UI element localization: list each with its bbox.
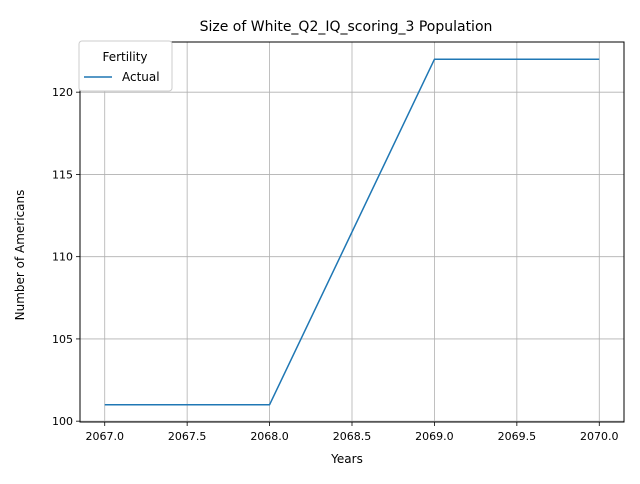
y-axis-ticks: 100 105 110 115 120 xyxy=(52,86,80,428)
x-tick-label: 2068.5 xyxy=(333,430,372,443)
y-tick-label: 115 xyxy=(52,168,73,181)
y-tick-label: 110 xyxy=(52,251,73,264)
x-axis-label: Years xyxy=(330,452,363,466)
legend-title: Fertility xyxy=(102,50,147,64)
y-tick-label: 100 xyxy=(52,415,73,428)
y-axis-label: Number of Americans xyxy=(13,190,27,321)
y-tick-label: 105 xyxy=(52,333,73,346)
x-tick-label: 2067.5 xyxy=(168,430,207,443)
x-tick-label: 2068.0 xyxy=(250,430,289,443)
x-tick-label: 2067.0 xyxy=(85,430,124,443)
x-axis-ticks: 2067.0 2067.5 2068.0 2068.5 2069.0 2069.5 2070… xyxy=(85,422,618,443)
chart-title: Size of White_Q2_IQ_scoring_3 Population xyxy=(200,19,493,35)
x-tick-label: 2069.0 xyxy=(415,430,454,443)
y-tick-label: 120 xyxy=(52,86,73,99)
x-tick-label: 2069.5 xyxy=(498,430,537,443)
legend: Fertility Actual xyxy=(79,41,172,91)
legend-label-actual: Actual xyxy=(122,70,160,84)
x-tick-label: 2070.0 xyxy=(580,430,619,443)
